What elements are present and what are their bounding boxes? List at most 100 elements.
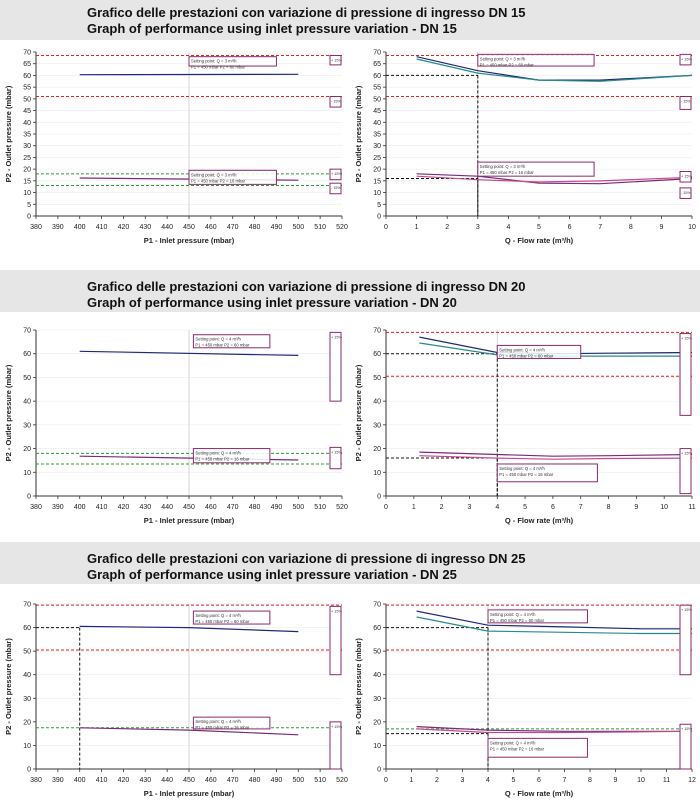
y-tick-label: 70: [373, 602, 381, 609]
setting-point-text: P1 = 450 mbar P2 = 60 mbar: [499, 353, 554, 358]
setting-point-text: P1 = 450 mbar P2 = 16 mbar: [195, 725, 250, 730]
y-tick-label: 60: [23, 625, 31, 632]
x-tick-label: 520: [336, 224, 348, 231]
x-tick-label: 6: [537, 777, 541, 784]
x-tick-label: 11: [663, 777, 670, 784]
tolerance-box-label: + 15%: [331, 609, 342, 613]
y-tick-label: 40: [373, 399, 381, 406]
chart-dn25-inlet-pressure: 380 390 400 410 420 430 440 450 460 470 480 490 500 5…: [4, 602, 348, 799]
x-tick-label: 490: [271, 504, 283, 511]
tolerance-box-0: [679, 53, 692, 66]
y-tick-label: 70: [23, 50, 31, 57]
x-tick-label: 380: [30, 777, 42, 784]
x-tick-label: 470: [227, 224, 239, 231]
section-title-dn15-it: Grafico delle prestazioni con variazione…: [87, 5, 526, 20]
x-tick-label: 5: [523, 504, 527, 511]
setting-point-text: P1 = 450 mbar P2 = 60 mbar: [191, 65, 246, 70]
x-tick-label: 440: [161, 504, 173, 511]
y-tick-label: 50: [373, 649, 381, 656]
x-axis-label: Q - Flow rate (m³/h): [505, 789, 574, 798]
y-tick-label: 5: [27, 202, 31, 209]
setting-point-box-1: [188, 169, 277, 185]
y-tick-label: 20: [373, 719, 381, 726]
x-tick-label: 4: [495, 504, 499, 511]
tolerance-box-label: + 15%: [331, 725, 342, 729]
y-tick-label: 50: [23, 649, 31, 656]
series-line-1: [79, 727, 299, 736]
x-tick-label: 7: [579, 504, 583, 511]
setting-point-box-0: [496, 344, 582, 359]
section-title-dn20-en: Graph of performance using inlet pressur…: [87, 295, 457, 310]
x-axis-label: P1 - Inlet pressure (mbar): [144, 516, 235, 525]
x-tick-label: 10: [660, 504, 668, 511]
x-tick-label: 430: [139, 777, 151, 784]
setting-point-box-0: [487, 609, 588, 624]
x-tick-label: 420: [118, 224, 130, 231]
y-tick-label: 0: [377, 214, 381, 221]
x-tick-label: 5: [537, 224, 541, 231]
x-tick-label: 410: [96, 224, 108, 231]
x-tick-label: 3: [468, 504, 472, 511]
y-tick-label: 0: [377, 494, 381, 501]
x-tick-label: 6: [568, 224, 572, 231]
x-tick-label: 450: [183, 504, 195, 511]
y-tick-label: 20: [23, 719, 31, 726]
series-line-3: [416, 728, 693, 734]
x-tick-label: 420: [118, 777, 130, 784]
series-line-2: [419, 451, 693, 457]
tolerance-box-2: [329, 168, 342, 181]
x-tick-label: 9: [614, 777, 618, 784]
y-tick-label: 0: [27, 494, 31, 501]
setting-point-text: Setting point: Q = 4 m³/h: [499, 466, 545, 471]
x-tick-label: 420: [118, 504, 130, 511]
setting-point-text: Setting point: Q = 3 m³/h: [191, 172, 237, 177]
x-tick-label: 500: [292, 777, 304, 784]
x-tick-label: 10: [688, 224, 696, 231]
x-tick-label: 0: [384, 504, 388, 511]
y-tick-label: 25: [23, 155, 31, 162]
x-tick-label: 8: [629, 224, 633, 231]
y-tick-label: 60: [23, 73, 31, 80]
tolerance-box-0: [329, 605, 342, 676]
x-tick-label: 490: [271, 224, 283, 231]
tolerance-box-label: + 15%: [681, 608, 692, 612]
x-tick-label: 380: [30, 504, 42, 511]
y-tick-label: 30: [23, 696, 31, 703]
x-tick-label: 450: [183, 777, 195, 784]
chart-dn20-inlet-pressure: 380 390 400 410 420 430 440 450 460 470 480 490 500 5…: [4, 328, 348, 526]
setting-point-box-0: [188, 56, 277, 67]
tolerance-box-label: + 15%: [681, 57, 692, 61]
x-tick-label: 10: [637, 777, 645, 784]
x-tick-label: 3: [476, 224, 480, 231]
y-tick-label: 15: [23, 178, 31, 185]
x-tick-label: 480: [249, 224, 261, 231]
x-tick-label: 490: [271, 777, 283, 784]
x-tick-label: 450: [183, 224, 195, 231]
series-line-2: [416, 173, 693, 185]
chart-dn20-flow-rate: 0 1 2 3 4 5 6 7 8 9 10 11 0 10 20 30 40 50 60 70 Q - Flow ra…: [354, 328, 696, 526]
y-tick-label: 40: [373, 120, 381, 127]
x-tick-label: 510: [314, 504, 326, 511]
y-tick-label: 35: [373, 132, 381, 139]
y-tick-label: 20: [373, 167, 381, 174]
tolerance-box-1: [679, 96, 692, 110]
y-tick-label: 40: [23, 399, 31, 406]
x-tick-label: 400: [74, 224, 86, 231]
x-axis-label: P1 - Inlet pressure (mbar): [144, 236, 235, 245]
setting-point-box-1: [496, 463, 598, 483]
x-tick-label: 0: [384, 777, 388, 784]
y-tick-label: 30: [373, 422, 381, 429]
y-tick-label: 10: [373, 470, 381, 477]
y-tick-label: 20: [23, 446, 31, 453]
x-tick-label: 410: [96, 777, 108, 784]
chart-dn15-inlet-pressure: 380 390 400 410 420 430 440 450 460 470 480 490 500 5…: [4, 50, 348, 246]
y-tick-label: 55: [373, 85, 381, 92]
x-tick-label: 1: [412, 504, 416, 511]
y-tick-label: 20: [23, 167, 31, 174]
x-tick-label: 500: [292, 224, 304, 231]
y-tick-label: 50: [23, 96, 31, 103]
y-tick-label: 0: [377, 767, 381, 774]
x-tick-label: 470: [227, 504, 239, 511]
y-tick-label: 30: [23, 143, 31, 150]
